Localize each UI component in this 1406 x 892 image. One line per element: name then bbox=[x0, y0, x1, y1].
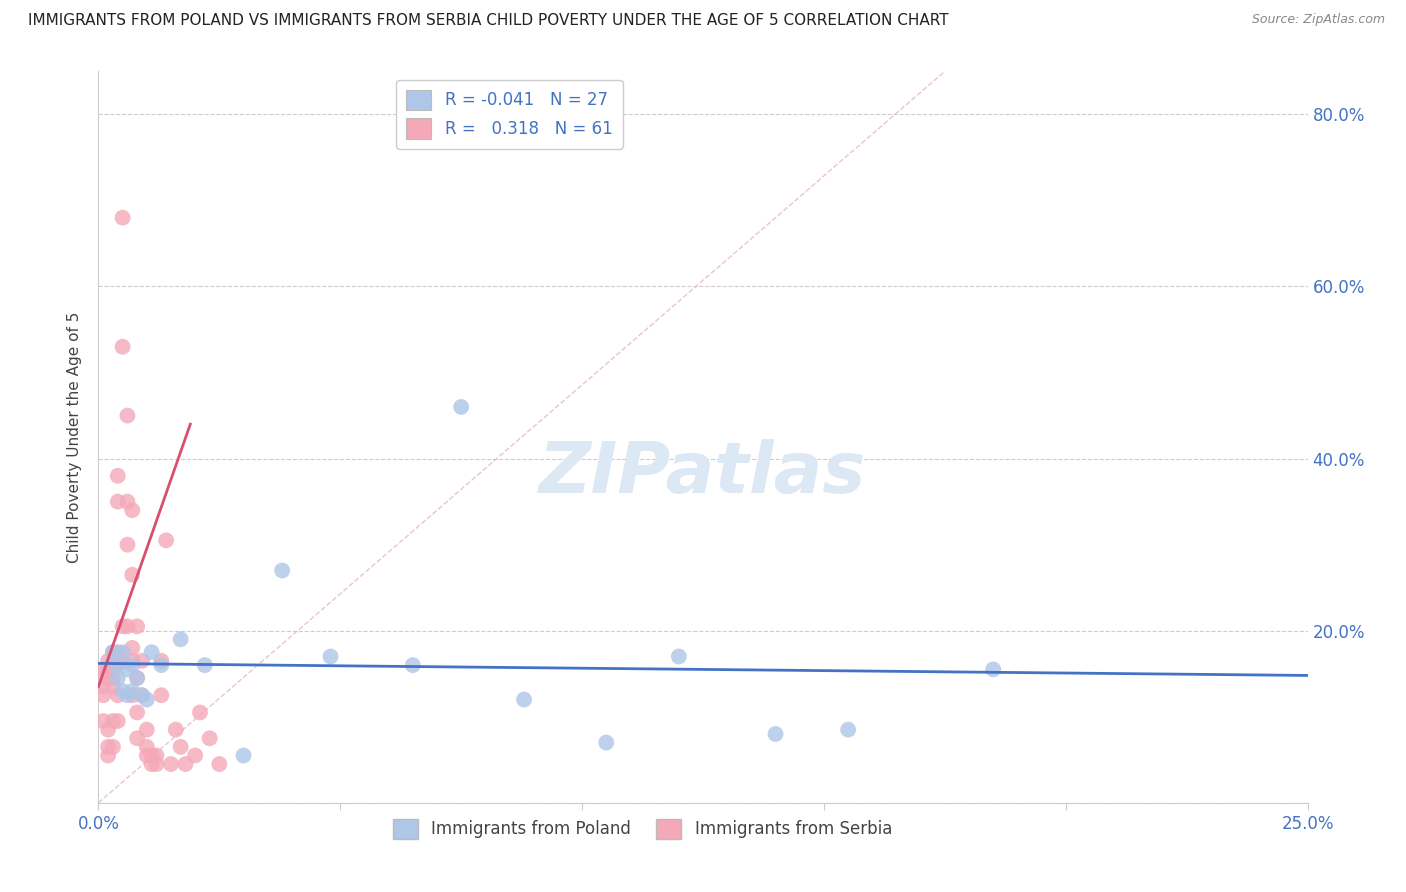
Point bbox=[97, 748, 120, 763]
Point bbox=[145, 748, 167, 763]
Point bbox=[111, 645, 134, 659]
Point bbox=[402, 658, 425, 673]
Point bbox=[127, 731, 149, 746]
Point bbox=[117, 688, 139, 702]
Point bbox=[141, 645, 163, 659]
Point bbox=[668, 649, 690, 664]
Point bbox=[121, 658, 143, 673]
Point bbox=[121, 640, 143, 655]
Point bbox=[111, 211, 134, 225]
Point bbox=[101, 680, 124, 694]
Point bbox=[135, 739, 157, 754]
Point bbox=[117, 409, 139, 423]
Point bbox=[107, 688, 129, 702]
Point bbox=[232, 748, 254, 763]
Point bbox=[97, 739, 120, 754]
Point bbox=[97, 654, 120, 668]
Point bbox=[91, 680, 114, 694]
Point bbox=[135, 692, 157, 706]
Point bbox=[121, 654, 143, 668]
Legend: Immigrants from Poland, Immigrants from Serbia: Immigrants from Poland, Immigrants from … bbox=[387, 812, 898, 846]
Point bbox=[150, 688, 173, 702]
Point bbox=[127, 671, 149, 685]
Point bbox=[127, 706, 149, 720]
Point bbox=[107, 714, 129, 728]
Point bbox=[145, 757, 167, 772]
Point bbox=[107, 658, 129, 673]
Point bbox=[174, 757, 197, 772]
Point bbox=[319, 649, 342, 664]
Point bbox=[165, 723, 187, 737]
Point bbox=[198, 731, 221, 746]
Point bbox=[135, 748, 157, 763]
Point bbox=[101, 739, 124, 754]
Point bbox=[127, 671, 149, 685]
Point bbox=[117, 619, 139, 633]
Point bbox=[107, 645, 129, 659]
Point bbox=[121, 503, 143, 517]
Point bbox=[121, 688, 143, 702]
Point bbox=[107, 671, 129, 685]
Point bbox=[184, 748, 207, 763]
Point bbox=[169, 739, 191, 754]
Point bbox=[117, 538, 139, 552]
Point bbox=[101, 645, 124, 659]
Point bbox=[111, 654, 134, 668]
Point bbox=[107, 468, 129, 483]
Point bbox=[97, 723, 120, 737]
Point bbox=[141, 757, 163, 772]
Point bbox=[121, 567, 143, 582]
Point bbox=[111, 340, 134, 354]
Point bbox=[513, 692, 536, 706]
Point bbox=[101, 645, 124, 659]
Point bbox=[194, 658, 217, 673]
Point bbox=[121, 684, 143, 698]
Point bbox=[450, 400, 472, 414]
Point bbox=[111, 619, 134, 633]
Point bbox=[765, 727, 787, 741]
Point bbox=[97, 662, 120, 676]
Point bbox=[169, 632, 191, 647]
Point bbox=[91, 714, 114, 728]
Point bbox=[117, 494, 139, 508]
Point bbox=[208, 757, 231, 772]
Point bbox=[111, 684, 134, 698]
Point bbox=[131, 654, 153, 668]
Point bbox=[101, 654, 124, 668]
Text: ZIPatlas: ZIPatlas bbox=[540, 439, 866, 508]
Point bbox=[155, 533, 177, 548]
Point bbox=[107, 654, 129, 668]
Point bbox=[91, 662, 114, 676]
Point bbox=[101, 662, 124, 676]
Point bbox=[107, 494, 129, 508]
Point bbox=[188, 706, 211, 720]
Point bbox=[271, 564, 294, 578]
Point bbox=[117, 662, 139, 676]
Point bbox=[837, 723, 859, 737]
Text: Source: ZipAtlas.com: Source: ZipAtlas.com bbox=[1251, 13, 1385, 27]
Point bbox=[131, 688, 153, 702]
Point bbox=[595, 735, 617, 749]
Point bbox=[91, 671, 114, 685]
Point bbox=[135, 723, 157, 737]
Point bbox=[150, 654, 173, 668]
Point bbox=[141, 748, 163, 763]
Point bbox=[97, 671, 120, 685]
Y-axis label: Child Poverty Under the Age of 5: Child Poverty Under the Age of 5 bbox=[67, 311, 83, 563]
Point bbox=[981, 662, 1004, 676]
Text: IMMIGRANTS FROM POLAND VS IMMIGRANTS FROM SERBIA CHILD POVERTY UNDER THE AGE OF : IMMIGRANTS FROM POLAND VS IMMIGRANTS FRO… bbox=[28, 13, 949, 29]
Point bbox=[131, 688, 153, 702]
Point bbox=[127, 619, 149, 633]
Point bbox=[91, 688, 114, 702]
Point bbox=[150, 658, 173, 673]
Point bbox=[160, 757, 183, 772]
Point bbox=[101, 671, 124, 685]
Point bbox=[101, 714, 124, 728]
